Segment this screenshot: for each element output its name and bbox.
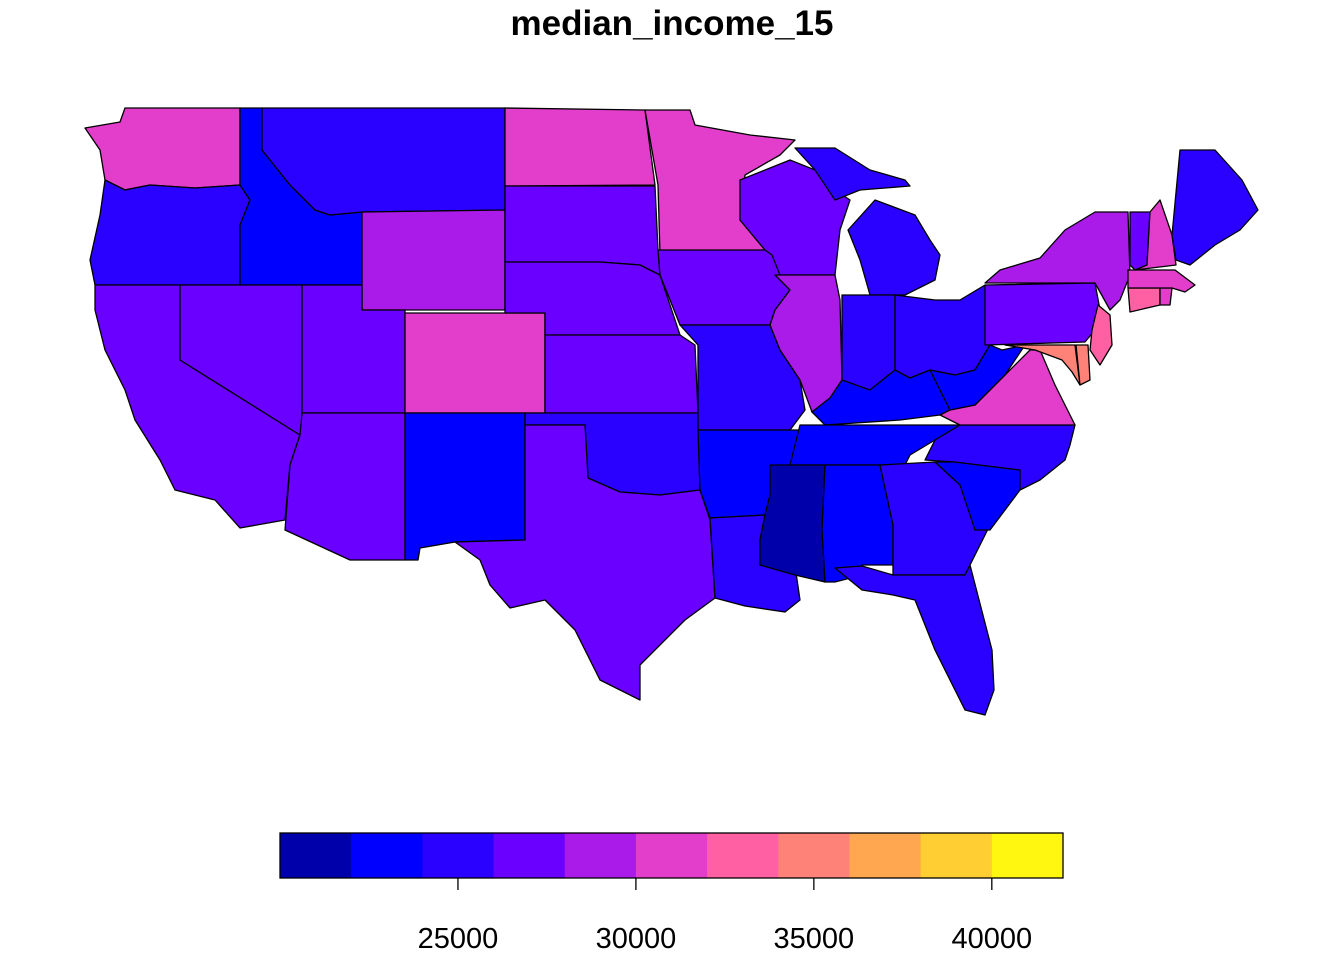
state-maryland [1004, 344, 1081, 386]
state-michigan [794, 147, 941, 296]
legend-color-cell [280, 833, 352, 878]
state-kentucky [811, 369, 951, 426]
state-florida [834, 564, 995, 716]
state-kansas [544, 334, 699, 414]
legend-tick-label: 25000 [418, 923, 499, 955]
state-wyoming [361, 209, 506, 311]
state-pennsylvania [984, 282, 1101, 346]
states-layer [84, 107, 1259, 716]
legend-color-cell [920, 833, 993, 878]
legend-frame [279, 832, 1064, 879]
legend-tick-label: 35000 [774, 923, 855, 955]
state-massachusetts [1127, 269, 1196, 293]
state-oregon [89, 179, 251, 286]
state-maine [1171, 149, 1259, 266]
color-legend: 25000 30000 35000 40000 [279, 832, 1064, 955]
state-rhode-island [1159, 287, 1173, 306]
legend-color-cell [351, 833, 423, 878]
legend-color-cell [635, 833, 708, 878]
state-north-carolina [924, 424, 1076, 491]
state-new-hampshire [1134, 199, 1177, 271]
state-iowa [657, 249, 791, 326]
map-title: median_income_15 [510, 4, 834, 43]
legend-color-cell [422, 833, 495, 878]
legend-color-cell [778, 833, 850, 878]
state-ohio [894, 284, 991, 379]
state-connecticut [1127, 287, 1161, 313]
legend-tick-label: 40000 [951, 923, 1032, 955]
state-west-virginia [929, 344, 1026, 411]
state-north-dakota [504, 107, 656, 187]
state-washington [84, 107, 241, 191]
legend-color-cell [707, 833, 779, 878]
legend-color-cell [564, 833, 637, 878]
legend-color-cell [493, 833, 566, 878]
legend-tick-label: 30000 [596, 923, 677, 955]
state-delaware [1075, 344, 1091, 386]
state-wisconsin [739, 159, 851, 276]
state-arizona [284, 412, 406, 561]
state-texas [454, 424, 716, 701]
state-alabama [821, 464, 894, 583]
state-mississippi [759, 464, 826, 583]
state-illinois [769, 274, 843, 413]
state-new-jersey [1089, 304, 1113, 366]
legend-color-cell [991, 833, 1064, 878]
state-new-mexico [404, 412, 526, 561]
legend-color-cell [849, 833, 922, 878]
state-colorado [404, 312, 546, 414]
state-new-york [984, 211, 1131, 311]
